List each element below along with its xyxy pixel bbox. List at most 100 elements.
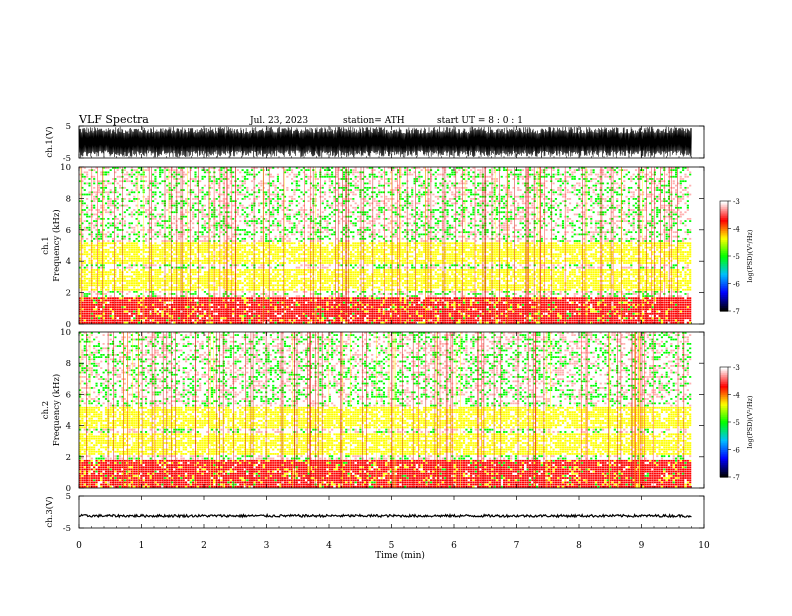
ch1spec-cell xyxy=(124,304,126,306)
ch1spec-cell xyxy=(128,320,130,322)
ch1spec-cell xyxy=(647,317,649,319)
ch1spec-cell xyxy=(468,293,470,295)
ch1spec-cell xyxy=(517,302,519,304)
ch1spec-cell xyxy=(522,320,524,322)
ch1spec-cell xyxy=(166,304,168,306)
ch1spec-cell xyxy=(110,308,112,310)
ch1spec-cell xyxy=(416,300,418,302)
ch1spec-cell xyxy=(202,320,204,322)
ch1spec-cell xyxy=(242,320,244,322)
ch1spec-cell xyxy=(618,300,620,302)
ch1spec-cell xyxy=(119,273,121,275)
ch1spec-cell xyxy=(272,271,274,273)
ch1spec-cell xyxy=(451,320,453,322)
ch1spec-cell xyxy=(223,278,225,280)
ch1spec-cell xyxy=(246,278,248,280)
ch1spec-cell xyxy=(376,295,378,297)
ch1spec-cell xyxy=(545,308,547,310)
ch1spec-cell xyxy=(185,317,187,319)
ch1spec-cell xyxy=(623,308,625,310)
ch1spec-cell xyxy=(86,313,88,315)
ch1spec-cell xyxy=(173,304,175,306)
ch1spec-cell xyxy=(333,311,335,313)
ch1spec-cell xyxy=(272,302,274,304)
ch1spec-cell xyxy=(366,308,368,310)
ch1spec-cell xyxy=(322,302,324,304)
ch1spec-cell xyxy=(630,300,632,302)
ch1spec-cell xyxy=(322,315,324,317)
ch1spec-cell xyxy=(616,293,618,295)
ch1spec-cell xyxy=(411,269,413,271)
ch1spec-cell xyxy=(340,304,342,306)
ch1spec-cell xyxy=(136,306,138,308)
ch1spec-cell xyxy=(211,280,213,282)
ch1spec-cell xyxy=(110,306,112,308)
ch1spec-cell xyxy=(529,311,531,313)
ch1spec-cell xyxy=(541,297,543,299)
ch1spec-cell xyxy=(340,300,342,302)
ch1spec-cell xyxy=(206,306,208,308)
ch1spec-cell xyxy=(138,295,140,297)
ch1spec-cell xyxy=(376,322,378,324)
ch1spec-cell xyxy=(185,289,187,291)
ch1spec-cell xyxy=(626,315,628,317)
ch1spec-cell xyxy=(300,306,302,308)
ch1spec-cell xyxy=(421,302,423,304)
ch1spec-cell xyxy=(447,297,449,299)
ch1spec-cell xyxy=(515,297,517,299)
ch1spec-cell xyxy=(336,276,338,278)
ch1spec-cell xyxy=(239,289,241,291)
ch1spec-cell xyxy=(291,276,293,278)
ch1spec-cell xyxy=(180,282,182,284)
ch1spec-cell xyxy=(395,293,397,295)
ch1spec-cell xyxy=(286,289,288,291)
ch1spec-cell xyxy=(404,297,406,299)
ch1spec-cell xyxy=(383,280,385,282)
ch1spec-cell xyxy=(244,273,246,275)
ch1spec-cell xyxy=(364,269,366,271)
ch1spec-cell xyxy=(100,289,102,291)
ch1spec-cell xyxy=(644,300,646,302)
ch1spec-cell xyxy=(416,269,418,271)
ch1spec-cell xyxy=(357,320,359,322)
ch1spec-cell xyxy=(357,271,359,273)
ch1spec-cell xyxy=(595,297,597,299)
ch1spec-cell xyxy=(119,282,121,284)
ch1spec-cell xyxy=(381,273,383,275)
ch1spec-cell xyxy=(98,322,100,324)
ch1spec-cell xyxy=(159,320,161,322)
ch1spec-cell xyxy=(126,306,128,308)
ch1spec-cell xyxy=(454,313,456,315)
ch1spec-cell xyxy=(166,278,168,280)
ch1spec-cell xyxy=(93,273,95,275)
ch1spec-cell xyxy=(275,278,277,280)
ch1spec-cell xyxy=(291,269,293,271)
ch1spec-cell xyxy=(479,306,481,308)
ch1spec-cell xyxy=(138,320,140,322)
ch1spec-cell xyxy=(362,322,364,324)
ch1spec-cell xyxy=(423,300,425,302)
ch1spec-cell xyxy=(322,284,324,286)
ch1spec-cell xyxy=(352,317,354,319)
ch1spec-cell xyxy=(246,304,248,306)
ch1spec-cell xyxy=(336,273,338,275)
ch1spec-cell xyxy=(300,300,302,302)
vlf-figure-svg: VLF Spectra Jul. 23, 2023 station= ATH s… xyxy=(0,0,792,612)
ch1spec-cell xyxy=(366,317,368,319)
ch1spec-cell xyxy=(515,304,517,306)
ch1spec-cell xyxy=(520,317,522,319)
ch1spec-cell xyxy=(437,311,439,313)
ch1spec-cell xyxy=(289,278,291,280)
ch1spec-cell xyxy=(244,315,246,317)
ch1spec-cell xyxy=(520,297,522,299)
ch1spec-cell xyxy=(324,297,326,299)
ch1spec-cell xyxy=(112,317,114,319)
ch1spec-cell xyxy=(515,306,517,308)
ch1spec-cell xyxy=(402,300,404,302)
ch1spec-cell xyxy=(126,293,128,295)
ch1spec-cell xyxy=(124,276,126,278)
ch1spec-cell xyxy=(454,297,456,299)
ch1spec-cell xyxy=(597,291,599,293)
ch1spec-cell xyxy=(291,302,293,304)
ch1spec-cell xyxy=(324,308,326,310)
